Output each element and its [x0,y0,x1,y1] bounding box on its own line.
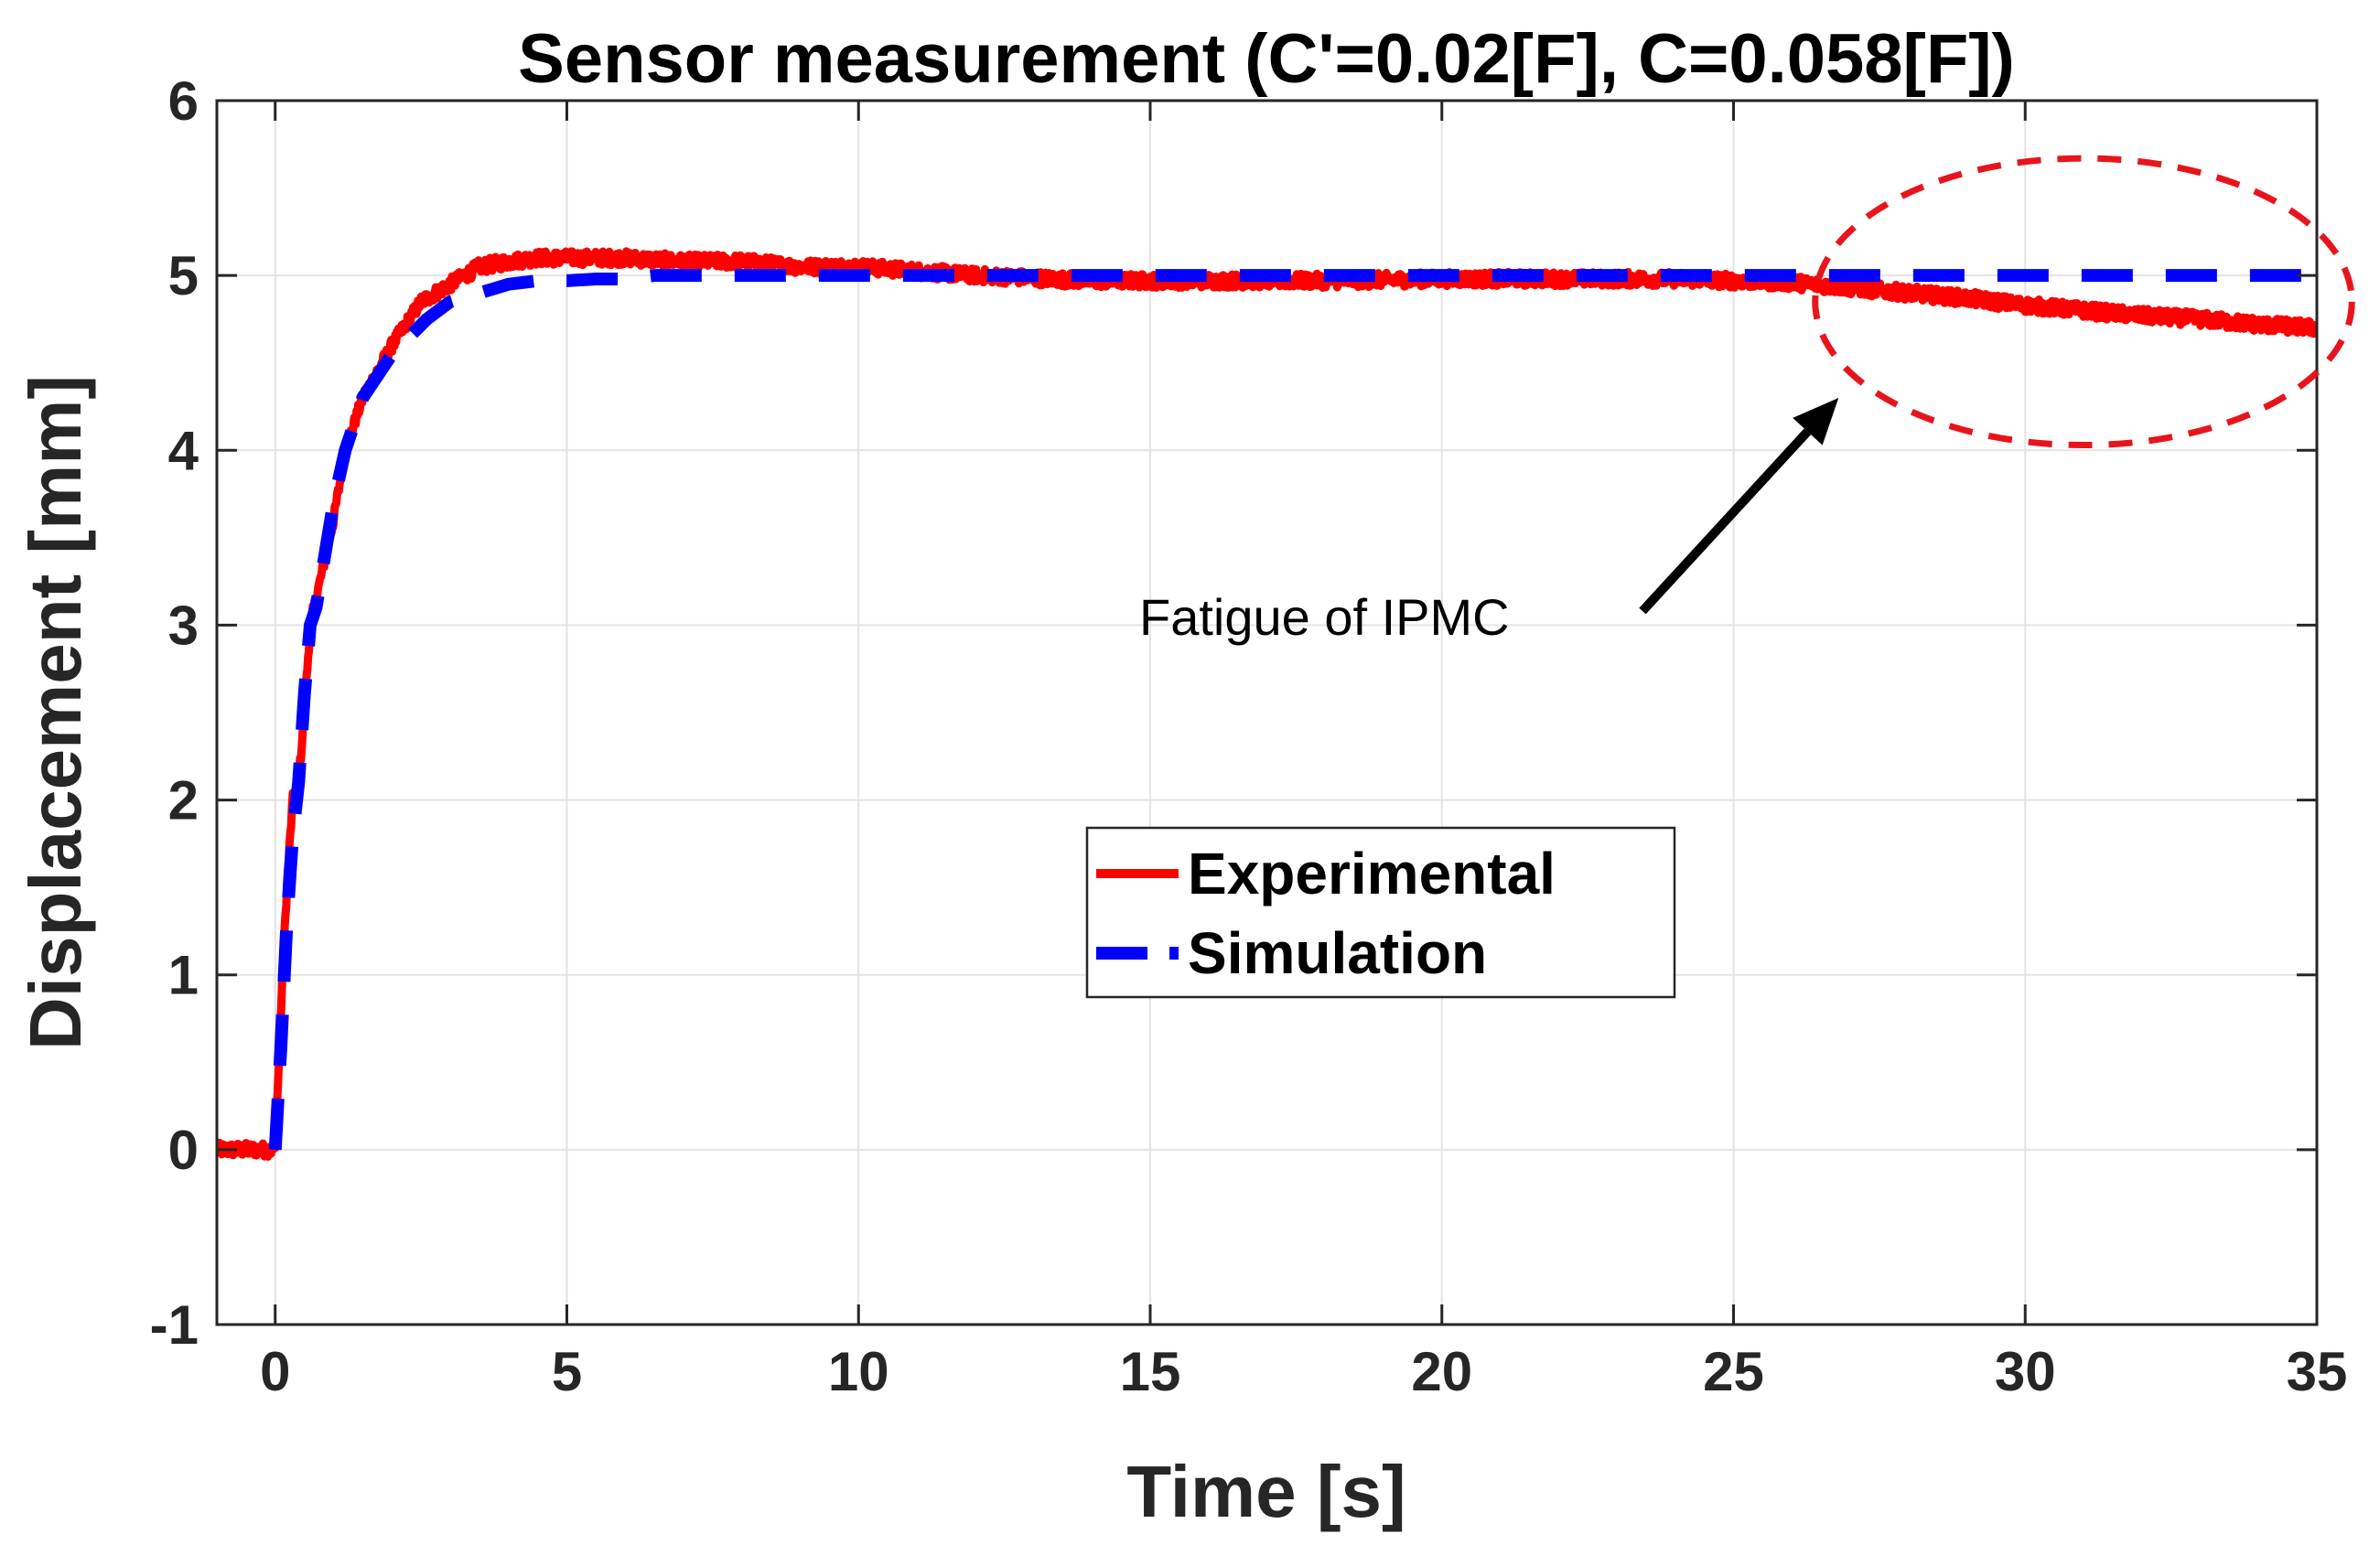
x-tick-label: 25 [1703,1341,1764,1402]
x-axis-label: Time [s] [1126,1451,1405,1532]
legend-box [1085,826,1676,999]
y-tick-label: 1 [168,945,199,1006]
x-tick-label: 10 [828,1341,889,1402]
y-tick-label: 2 [168,770,199,832]
y-tick-label: 0 [168,1120,199,1181]
y-tick-label: 3 [168,595,199,656]
y-tick-label: 5 [168,245,199,306]
x-tick-label: 5 [552,1341,582,1402]
legend: Experimental Simulation [1085,826,1676,999]
annotation-arrow-head [1793,397,1839,445]
ticks [217,99,2319,1326]
legend-label-experimental: Experimental [1188,841,1556,907]
tick-labels: 0 5 10 15 20 25 30 35 -1 0 1 2 3 4 5 6 [150,70,2348,1402]
annotation-text: Fatigue of IPMC [1139,588,1510,646]
fatigue-ellipse [1812,155,2355,449]
chart-title: Sensor measurement (C'=0.02[F], C=0.058[… [518,20,2015,98]
plot-frame [215,99,2319,1326]
x-tick-label: 35 [2287,1341,2348,1402]
y-tick-label: 4 [168,420,199,481]
annotation-arrow-shaft [1639,428,1812,615]
x-tick-label: 20 [1411,1341,1472,1402]
x-tick-label: 15 [1120,1341,1181,1402]
x-tick-label: 0 [260,1341,290,1402]
series-layer [217,247,2317,1161]
y-axis-label: Displacement [mm] [15,375,96,1050]
x-tick-label: 30 [1995,1341,2056,1402]
y-tick-label: 6 [168,70,199,132]
annotation: Fatigue of IPMC [1139,155,2355,646]
legend-label-simulation: Simulation [1188,920,1487,986]
y-tick-label: -1 [150,1294,199,1356]
